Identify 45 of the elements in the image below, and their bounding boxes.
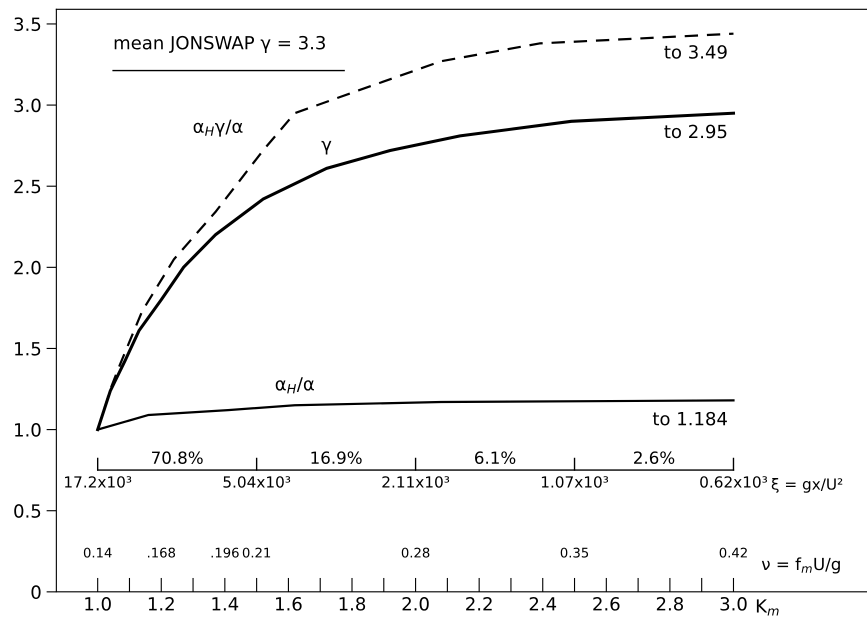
y-tick-label: 3.5 <box>14 17 40 32</box>
x-tick-label: 2.2 <box>466 597 492 610</box>
annotation: 16.9% <box>311 451 362 464</box>
y-tick-label: 0 <box>31 585 41 599</box>
x-tick-label: 1.0 <box>85 597 111 611</box>
x-tick-label: 3.0 <box>720 597 747 611</box>
annotation: 6.1% <box>475 451 516 464</box>
x-tick-label: 1.4 <box>212 597 238 610</box>
annotation: to 3.49 <box>664 45 727 59</box>
y-tick-label: 3.0 <box>14 98 41 112</box>
y-tick-label: 0.5 <box>14 504 40 518</box>
y-tick-label: 1.0 <box>15 423 41 437</box>
x-tick-label: 1.8 <box>340 597 366 611</box>
x-axis-title: K$_{m}$ <box>756 599 779 616</box>
x-tick-label: 1.6 <box>276 597 302 611</box>
series-label: α$_{H}$γ/α <box>194 120 243 137</box>
y-tick-label: 2.0 <box>14 260 41 274</box>
annotation: 70.8% <box>152 451 203 464</box>
y-tick-label: 1.5 <box>15 342 40 356</box>
series-label: α$_{H}$/α <box>276 377 314 394</box>
annotation: 17.2x10³ <box>65 476 132 488</box>
annotation: 5.04x10³ <box>224 476 290 488</box>
series-label: γ <box>322 140 332 154</box>
x-tick-label: 2.0 <box>402 597 429 611</box>
x2-tick-label: 0.42 <box>720 548 747 558</box>
x2-tick-label: .196 <box>212 548 239 558</box>
annotation: 0.62x10³ <box>700 476 768 488</box>
annotation: 2.6% <box>634 451 674 464</box>
x2-axis-title: ν = f$_{m}$U/g <box>762 557 840 574</box>
annotation: 2.11x10³ <box>382 476 450 488</box>
x2-tick-label: 0.28 <box>402 548 430 558</box>
annotation: 1.07x10³ <box>542 476 608 488</box>
x2-tick-label: 0.14 <box>84 548 112 558</box>
x2-tick-label: 0.21 <box>242 548 270 558</box>
x-tick-label: 2.4 <box>530 597 556 610</box>
annotation: to 2.95 <box>664 124 726 138</box>
annotation: to 1.184 <box>652 412 727 426</box>
y-tick-label: 2.5 <box>14 180 40 194</box>
x2-tick-label: .168 <box>148 548 176 558</box>
text: mean JONSWAP γ = 3.3 <box>114 36 325 54</box>
x-tick-label: 1.2 <box>148 597 174 610</box>
x-tick-label: 2.8 <box>656 597 684 611</box>
x2-tick-label: 0.35 <box>560 548 588 558</box>
x-tick-label: 2.6 <box>593 597 620 611</box>
annotation: ξ = gx/U² <box>772 478 842 493</box>
